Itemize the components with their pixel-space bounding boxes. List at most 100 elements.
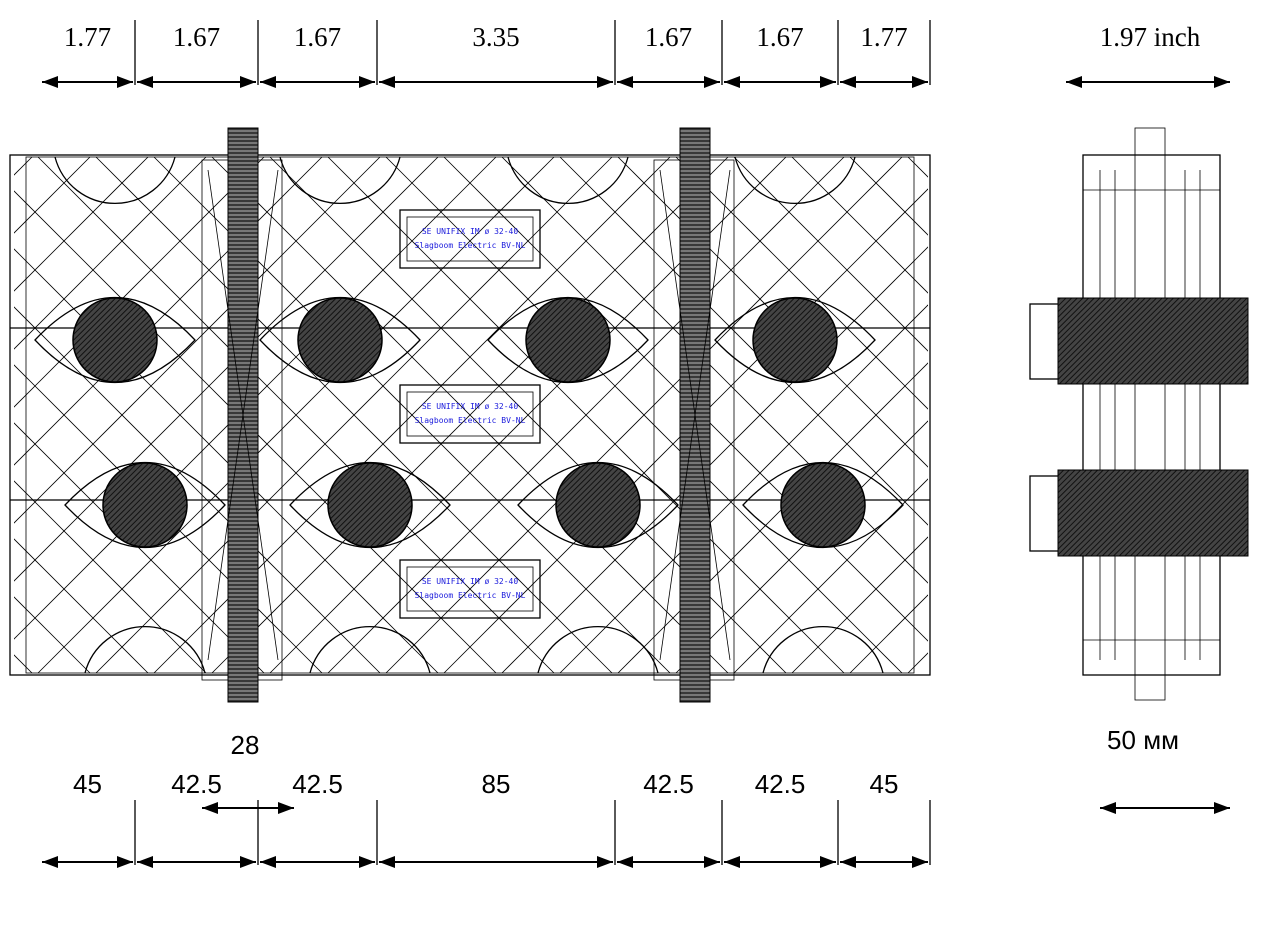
- dimension-label: 1.67: [645, 22, 692, 52]
- lattice-line: [966, 157, 1267, 673]
- dimension-label: 42.5: [171, 769, 222, 799]
- lattice-line: [966, 157, 1267, 673]
- arrowhead: [137, 856, 153, 868]
- arrowhead: [260, 856, 276, 868]
- body-inner: [25, 156, 915, 674]
- cable: [780, 462, 866, 548]
- arrowhead: [42, 856, 58, 868]
- dimension-label: 1.67: [756, 22, 803, 52]
- arrowhead: [724, 76, 740, 88]
- arrowhead: [137, 76, 153, 88]
- arrowhead: [117, 76, 133, 88]
- eye-opening: [259, 297, 421, 383]
- arrowhead: [240, 856, 256, 868]
- lattice-line: [14, 157, 149, 292]
- arrowhead: [379, 76, 395, 88]
- cable: [555, 462, 641, 548]
- eye-opening: [289, 462, 451, 548]
- edge-arc: [279, 156, 401, 204]
- lattice-line: [95, 157, 613, 673]
- cable: [525, 297, 611, 383]
- arrowhead: [912, 76, 928, 88]
- edge-arc: [537, 626, 659, 674]
- lattice-line: [327, 157, 845, 673]
- label-line1: SE UNIFIX IM ø 32-40: [422, 402, 519, 411]
- dimension-label: 1.67: [294, 22, 341, 52]
- label-line1: SE UNIFIX IM ø 32-40: [422, 227, 519, 236]
- arrowhead: [724, 856, 740, 868]
- arrowhead: [359, 76, 375, 88]
- lattice-line: [675, 157, 928, 410]
- arrowhead: [840, 76, 856, 88]
- strap-cross: [659, 169, 731, 661]
- lattice-line: [14, 157, 323, 466]
- eye-opening: [742, 462, 904, 548]
- strap-width-label: 28: [231, 730, 260, 760]
- lattice-line: [14, 480, 207, 673]
- lattice-line: [791, 157, 928, 294]
- eye-opening: [517, 462, 679, 548]
- dimension-label: 1.67: [173, 22, 220, 52]
- arrowhead: [704, 76, 720, 88]
- lattice-line: [733, 157, 928, 352]
- dimension-label: 45: [870, 769, 899, 799]
- side-core: [1134, 127, 1166, 701]
- arrowhead: [704, 856, 720, 868]
- lattice-line: [14, 157, 91, 234]
- eye-opening: [34, 297, 196, 383]
- lattice-line: [37, 157, 555, 673]
- spacer-front: SE UNIFIX IM ø 32-40 Slagboom Electric BV…: [9, 127, 1267, 703]
- arrowhead: [617, 76, 633, 88]
- lattice-line: [14, 596, 91, 673]
- label-plate-inner: [406, 391, 534, 437]
- cable: [102, 462, 188, 548]
- label-line1: SE UNIFIX IM ø 32-40: [422, 577, 519, 586]
- lattice-line: [14, 157, 439, 582]
- lattice-line: [14, 248, 439, 673]
- lattice-line: [907, 652, 928, 673]
- lattice-line: [14, 157, 33, 176]
- arrowhead: [1214, 76, 1230, 88]
- dimension-label: 85: [482, 769, 511, 799]
- arrowhead: [278, 802, 294, 814]
- arrowhead: [42, 76, 58, 88]
- label-line2: Slagboom Electric BV-NL: [415, 241, 526, 250]
- arrowhead: [820, 76, 836, 88]
- label-plate: [399, 559, 541, 619]
- arrowhead: [1066, 76, 1082, 88]
- side-outline: [1082, 154, 1221, 676]
- lattice-line: [907, 157, 928, 178]
- arrowhead: [379, 856, 395, 868]
- lattice-line: [14, 654, 33, 673]
- arrowhead: [1100, 802, 1116, 814]
- label-plate-inner: [406, 566, 534, 612]
- lattice-line: [385, 157, 903, 673]
- dimension-label: 42.5: [755, 769, 806, 799]
- edge-arc: [54, 156, 176, 204]
- arrowhead: [912, 856, 928, 868]
- body-outline: [9, 154, 931, 676]
- edge-arc: [309, 626, 431, 674]
- arrowhead: [202, 802, 218, 814]
- dimension-label: 1.77: [860, 22, 907, 52]
- edge-arc: [734, 156, 856, 204]
- strap-cross: [207, 169, 279, 661]
- lattice-line: [791, 536, 928, 673]
- lattice-line: [14, 422, 265, 673]
- cable: [752, 297, 838, 383]
- cable: [327, 462, 413, 548]
- cable: [72, 297, 158, 383]
- lattice-line: [675, 420, 928, 673]
- lattice-line: [211, 157, 729, 673]
- eye-opening: [487, 297, 649, 383]
- dimension-label: 42.5: [292, 769, 343, 799]
- cable: [297, 297, 383, 383]
- arrowhead: [260, 76, 276, 88]
- edge-arc: [762, 626, 884, 674]
- dimension-label: 42.5: [643, 769, 694, 799]
- lattice-line: [14, 157, 381, 524]
- label-plate-inner: [406, 216, 534, 262]
- spacer-side: [1029, 127, 1249, 701]
- lattice-line: [849, 594, 928, 673]
- dimension-label: 1.77: [64, 22, 111, 52]
